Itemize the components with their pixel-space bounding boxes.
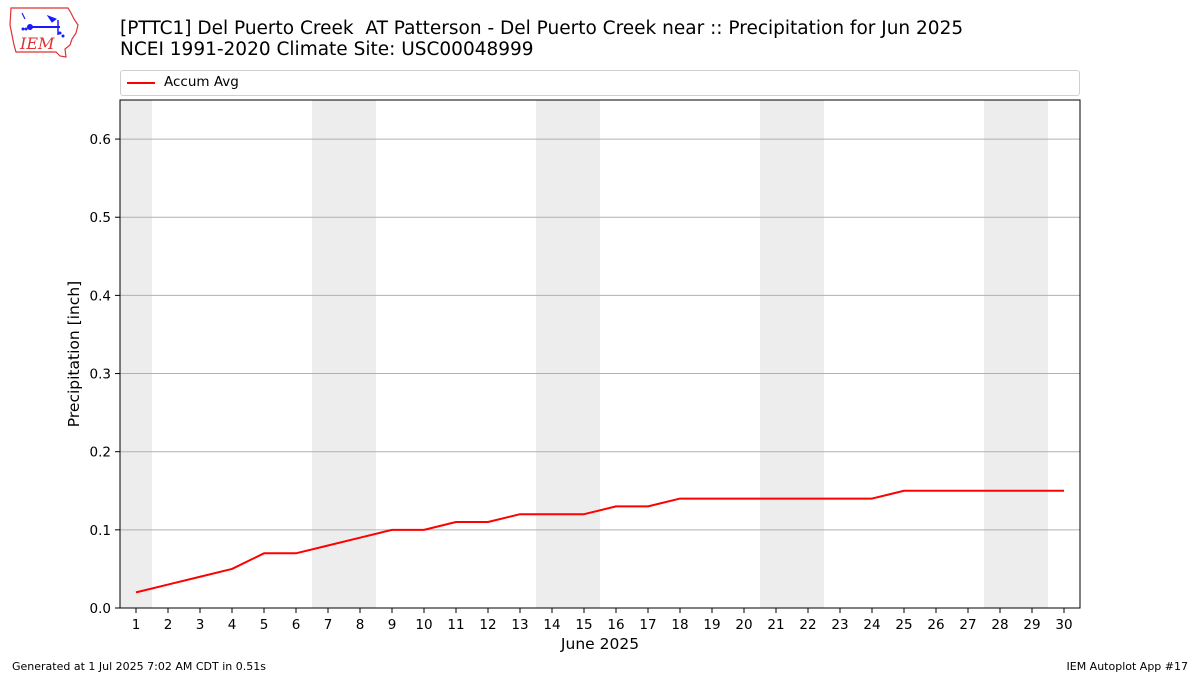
y-tick-label: 0.6 (90, 132, 111, 148)
x-tick-label: 1 (132, 617, 141, 633)
weekend-band-5 (984, 100, 1048, 608)
x-tick-label: 11 (447, 617, 464, 633)
x-tick-label: 5 (260, 617, 269, 633)
x-tick-label: 10 (415, 617, 432, 633)
x-tick-label: 14 (543, 617, 560, 633)
weekend-bands (120, 100, 1048, 608)
x-tick-label: 29 (1023, 617, 1040, 633)
x-tick-label: 6 (292, 617, 301, 633)
series-line-accum-avg (135, 489, 1064, 594)
y-tick-label: 0.4 (90, 288, 111, 304)
x-axis: 1 2 3 4 5 6 7 8 9 10 11 12 13 14 15 16 17 18 19 20 21 22 23 24 2… (132, 608, 1073, 633)
chart-title: [PTTC1] Del Puerto Creek AT Patterson - … (120, 18, 963, 60)
y-tick-label: 0.5 (90, 210, 111, 226)
weekend-band-1 (120, 100, 152, 608)
weekend-band-4 (760, 100, 824, 608)
x-tick-label: 16 (607, 617, 624, 633)
footer-app-label: IEM Autoplot App #17 (1066, 660, 1189, 673)
x-tick-label: 2 (164, 617, 173, 633)
gridlines (120, 138, 1080, 531)
x-tick-label: 21 (767, 617, 784, 633)
x-tick-label: 7 (324, 617, 333, 633)
y-tick-label: 0.2 (90, 445, 111, 461)
plot-frame (119, 99, 1081, 609)
footer-generated-text: Generated at 1 Jul 2025 7:02 AM CDT in 0… (12, 660, 266, 673)
iem-logo: IEM (9, 7, 79, 58)
x-tick-label: 25 (895, 617, 912, 633)
weekend-band-3 (536, 100, 600, 608)
y-tick-label: 0.0 (90, 601, 111, 617)
weather-station-icon (21, 12, 65, 38)
iowa-outline-shape (9, 7, 79, 58)
logo-text: IEM (19, 34, 55, 53)
x-tick-label: 15 (575, 617, 592, 633)
x-tick-label: 30 (1055, 617, 1072, 633)
legend-swatch-accum-avg (127, 82, 155, 84)
legend: Accum Avg (120, 70, 1080, 96)
y-axis: 0.0 0.1 0.2 0.3 0.4 0.5 0.6 (90, 132, 120, 617)
x-tick-label: 24 (863, 617, 880, 633)
x-tick-label: 26 (927, 617, 944, 633)
x-tick-label: 9 (388, 617, 397, 633)
x-tick-label: 12 (479, 617, 496, 633)
x-tick-label: 13 (511, 617, 528, 633)
x-tick-label: 8 (356, 617, 365, 633)
x-tick-label: 17 (639, 617, 656, 633)
x-tick-label: 19 (703, 617, 720, 633)
weekend-band-2 (312, 100, 376, 608)
y-tick-label: 0.1 (90, 523, 111, 539)
x-tick-label: 18 (671, 617, 688, 633)
title-line-2: NCEI 1991-2020 Climate Site: USC00048999 (120, 39, 534, 60)
y-axis-label: Precipitation [inch] (65, 281, 83, 427)
x-axis-label: June 2025 (560, 635, 639, 653)
x-tick-label: 27 (959, 617, 976, 633)
x-tick-label: 3 (196, 617, 205, 633)
x-tick-label: 4 (228, 617, 237, 633)
y-tick-label: 0.3 (90, 367, 111, 383)
x-tick-label: 22 (799, 617, 816, 633)
x-tick-label: 20 (735, 617, 752, 633)
series-layer (135, 489, 1064, 594)
title-line-1: [PTTC1] Del Puerto Creek AT Patterson - … (120, 18, 964, 39)
x-tick-label: 23 (831, 617, 848, 633)
legend-label-accum-avg: Accum Avg (164, 74, 239, 90)
x-tick-label: 28 (991, 617, 1008, 633)
